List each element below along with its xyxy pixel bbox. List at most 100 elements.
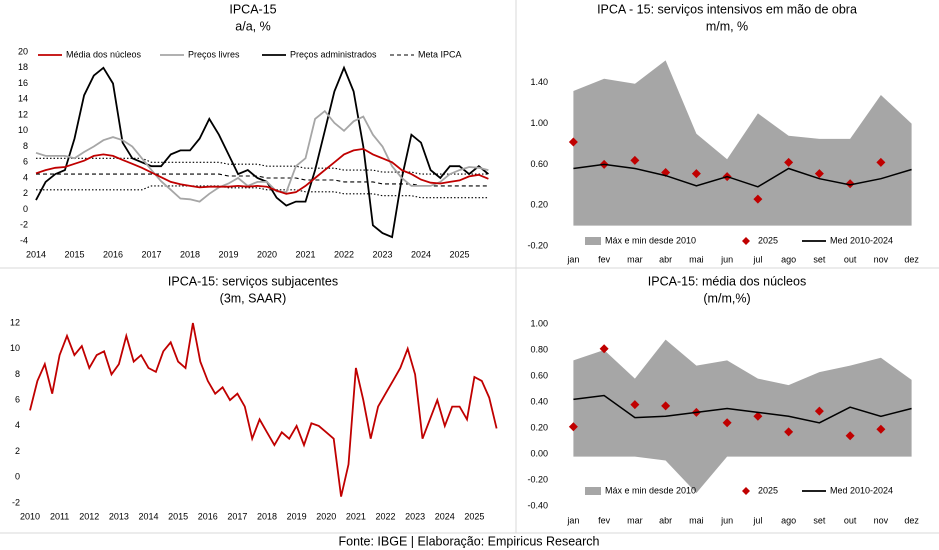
chart-title: IPCA-15 [229, 2, 276, 16]
legend-swatch [742, 237, 750, 245]
footer: Fonte: IBGE | Elaboração: Empiricus Rese… [339, 534, 600, 548]
x-tick-label: nov [874, 254, 889, 264]
x-tick-label: nov [874, 515, 889, 525]
y-tick-label: 0.60 [530, 159, 548, 169]
x-tick-label: 2015 [64, 249, 84, 259]
legend-label: Média dos núcleos [66, 49, 142, 59]
x-tick-label: abr [659, 254, 672, 264]
x-tick-label: abr [659, 515, 672, 525]
x-tick-label: fev [598, 515, 611, 525]
chart-title: IPCA - 15: serviços intensivos em mão de… [597, 2, 857, 16]
y-tick-label: -4 [20, 235, 28, 245]
x-tick-label: 2016 [103, 249, 123, 259]
series-line [573, 163, 912, 188]
series-line [35, 109, 489, 203]
x-tick-label: 2018 [257, 511, 277, 521]
point [630, 155, 640, 165]
y-tick-label: 0 [15, 472, 20, 482]
y-tick-label: 0.40 [530, 396, 548, 406]
y-tick-label: 0.80 [530, 344, 548, 354]
legend-label: 2025 [758, 235, 778, 245]
x-tick-label: mar [627, 254, 643, 264]
x-tick-label: 2014 [138, 511, 158, 521]
y-tick-label: 10 [10, 343, 20, 353]
x-tick-label: 2023 [405, 511, 425, 521]
x-tick-label: 2017 [141, 249, 161, 259]
x-tick-label: 2011 [50, 511, 69, 521]
series-line [573, 394, 912, 424]
x-tick-label: ago [781, 515, 796, 525]
x-tick-label: jun [720, 254, 733, 264]
point [876, 424, 886, 434]
series-line [36, 185, 489, 199]
x-tick-label: 2020 [316, 511, 336, 521]
x-tick-label: 2015 [168, 511, 188, 521]
x-tick-label: 2022 [375, 511, 395, 521]
point [661, 401, 671, 411]
x-tick-label: jan [566, 254, 579, 264]
x-tick-label: out [844, 515, 857, 525]
y-tick-label: 6 [23, 157, 28, 167]
x-tick-label: 2019 [218, 249, 238, 259]
legend-swatch [585, 237, 601, 245]
y-tick-label: -2 [12, 497, 20, 507]
series-line [29, 322, 498, 497]
y-tick-label: 18 [18, 62, 28, 72]
point [753, 194, 763, 204]
point [568, 422, 578, 432]
point [845, 431, 855, 441]
point [753, 411, 763, 421]
x-tick-label: 2012 [79, 511, 99, 521]
series-line [36, 157, 489, 175]
point [630, 400, 640, 410]
x-tick-label: 2021 [346, 511, 366, 521]
chart-subtitle: a/a, % [235, 19, 270, 33]
x-tick-label: 2019 [287, 511, 307, 521]
x-tick-label: 2025 [449, 249, 469, 259]
y-tick-label: 20 [18, 46, 28, 56]
y-tick-label: 16 [18, 78, 28, 88]
y-tick-label: 0 [23, 204, 28, 214]
y-tick-label: 10 [18, 125, 28, 135]
x-tick-label: 2018 [180, 249, 200, 259]
legend-label: Preços administrados [290, 49, 377, 59]
x-tick-label: 2021 [295, 249, 315, 259]
x-tick-label: 2024 [435, 511, 455, 521]
x-tick-label: 2017 [227, 511, 247, 521]
legend-label: Med 2010-2024 [830, 235, 893, 245]
x-tick-label: mai [689, 254, 704, 264]
series-line [35, 147, 489, 195]
x-tick-label: 2016 [198, 511, 218, 521]
point [599, 344, 609, 354]
y-tick-label: 1.00 [530, 118, 548, 128]
x-tick-label: 2023 [372, 249, 392, 259]
x-tick-label: dez [904, 515, 919, 525]
legend-label: Máx e min desde 2010 [605, 235, 696, 245]
legend-label: Meta IPCA [418, 49, 462, 59]
x-tick-label: 2025 [464, 511, 484, 521]
y-tick-label: -0.20 [527, 474, 548, 484]
series-line [35, 65, 489, 239]
x-tick-label: jul [752, 254, 762, 264]
y-tick-label: 12 [10, 317, 20, 327]
point [784, 427, 794, 437]
legend-label: Preços livres [188, 49, 240, 59]
x-tick-label: 2020 [257, 249, 277, 259]
point [876, 157, 886, 167]
x-tick-label: set [813, 254, 826, 264]
y-tick-label: 2 [23, 188, 28, 198]
point [845, 179, 855, 189]
x-tick-label: 2024 [411, 249, 431, 259]
range-area [573, 339, 912, 493]
x-tick-label: 2010 [20, 511, 40, 521]
x-tick-label: fev [598, 254, 611, 264]
point [814, 169, 824, 179]
x-tick-label: 2013 [109, 511, 129, 521]
chart-title: IPCA-15: serviços subjacentes [168, 274, 338, 288]
chart-subtitle: (3m, SAAR) [220, 291, 287, 305]
series-line [36, 173, 489, 187]
x-tick-label: set [813, 515, 826, 525]
